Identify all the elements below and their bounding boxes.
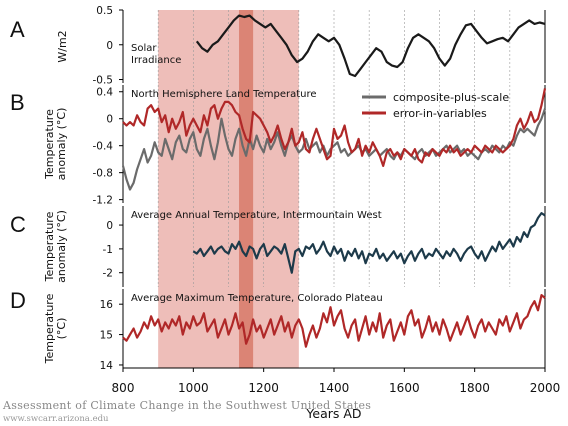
panel-C-series-0 [192, 212, 546, 274]
xtick-label: 1000 [178, 381, 209, 395]
panel-D-ytick-label: 14 [100, 360, 114, 372]
panel-C-ytick-label: -2 [103, 268, 113, 280]
panel-D-series-0 [122, 294, 546, 348]
panel-B-ytick-label: 0.4 [96, 87, 113, 99]
panel-A-title: Solar Irradiance [131, 43, 181, 66]
panel-B-ytick-label: -0.4 [93, 141, 114, 153]
credit-line: Assessment of Climate Change in the Sout… [2, 399, 371, 412]
panel-A-series-0 [195, 14, 546, 78]
panel-letter-B: B [10, 90, 25, 115]
legend-label-composite-plus-scale: composite-plus-scale [393, 91, 509, 104]
panel-D-ylabel: Temperature(°C) [43, 293, 68, 364]
panel-letter-A: A [10, 17, 25, 42]
panel-A-ytick-label: 0 [106, 40, 113, 52]
warm-peak-band [239, 10, 254, 368]
series-lines [121, 14, 547, 348]
xtick-label: 1600 [389, 381, 420, 395]
medieval-warm-period-bands [158, 10, 299, 368]
panel-letter-C: C [10, 212, 26, 237]
xtick-label: 1800 [459, 381, 490, 395]
panel-C-ytick-label: -1 [103, 244, 113, 256]
panel-C-ytick-label: 0 [106, 220, 113, 232]
panel-axes [119, 9, 546, 372]
xtick-label: 800 [112, 381, 135, 395]
panel-A-ylabel: W/m2 [56, 30, 69, 62]
panel-D-ytick-label: 16 [100, 299, 114, 311]
panel-B-ytick-label: -1.2 [93, 195, 114, 207]
panel-texts: A 0.5 0 -0.5 W/m2 Solar Irradiance B 0.4 0 -0.4 -0.… [10, 5, 560, 421]
legend-label-error-in-variables: error-in-variables [393, 107, 487, 120]
credit-url: www.swcarr.arizona.edu [3, 414, 109, 424]
xtick-label: 1400 [319, 381, 350, 395]
panel-B-title: North Hemisphere Land Temperature [131, 89, 317, 100]
panel-D-title: Average Maximum Temperature, Colorado Pl… [131, 293, 383, 304]
xtick-label: 1200 [248, 381, 279, 395]
panel-B-series-error-in-variables [122, 88, 547, 167]
panel-A-ytick-label: 0.5 [96, 5, 113, 17]
panel-B-series-composite-plus-scale [121, 108, 547, 191]
panel-B-ylabel: Temperatureanomaly (°C) [43, 108, 68, 181]
x-axis-title: Years AD [305, 406, 361, 421]
panel-B-ytick-label: 0 [106, 114, 113, 126]
panel-letter-D: D [10, 288, 26, 313]
panel-A-ytick-label: -0.5 [93, 75, 114, 87]
panel-C-title: Average Annual Temperature, Intermountai… [131, 210, 382, 221]
panel-B-ytick-label: -0.8 [93, 168, 114, 180]
panel-D-ytick-label: 15 [100, 330, 113, 342]
panel-C-ylabel: Temperatureanomaly (°C) [43, 210, 68, 283]
xtick-label: 2000 [530, 381, 561, 395]
